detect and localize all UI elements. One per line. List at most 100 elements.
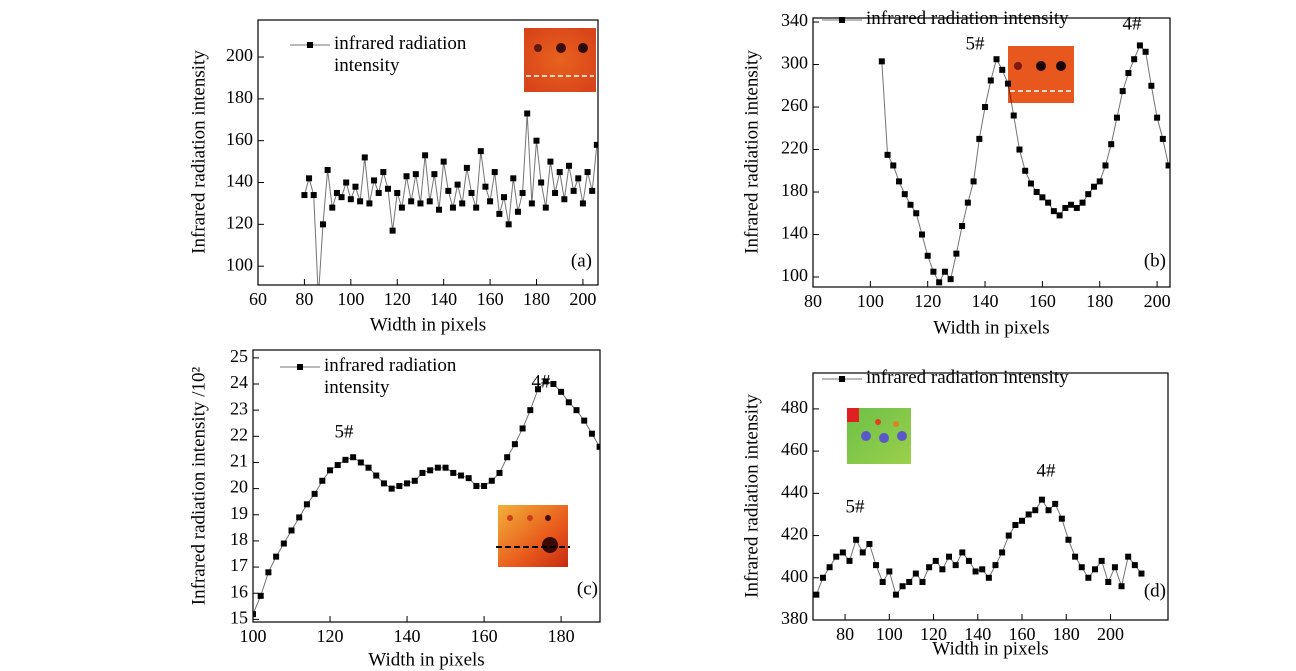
data-point xyxy=(1025,511,1032,518)
data-point xyxy=(959,223,966,230)
y-tick-label: 100 xyxy=(226,254,253,274)
data-point xyxy=(584,169,591,176)
x-tick-label: 140 xyxy=(394,626,421,646)
data-point xyxy=(970,178,977,185)
data-point xyxy=(959,549,966,556)
data-point xyxy=(853,536,860,543)
data-point xyxy=(965,557,972,564)
data-point xyxy=(533,137,540,144)
y-tick-label: 20 xyxy=(230,477,248,497)
data-point xyxy=(1010,112,1017,119)
data-point xyxy=(936,279,943,286)
plot-frame xyxy=(812,17,1171,288)
data-point xyxy=(952,562,959,569)
data-point xyxy=(343,179,350,186)
y-axis-title: Infrared radiation intensity /10² xyxy=(188,367,209,606)
data-point xyxy=(342,456,349,463)
legend: infrared radiation intensity xyxy=(334,33,466,76)
data-point xyxy=(491,169,498,176)
data-point xyxy=(878,58,885,65)
data-point xyxy=(1022,167,1029,174)
data-point xyxy=(999,66,1006,73)
plot-area xyxy=(878,42,1170,286)
y-tick-label: 17 xyxy=(230,555,248,575)
data-point xyxy=(1038,496,1045,503)
y-axis-title: Infrared radiation intensity xyxy=(741,50,762,254)
data-point xyxy=(884,151,891,158)
x-tick-label: 80 xyxy=(836,624,854,644)
data-point xyxy=(1098,557,1105,564)
data-point xyxy=(552,189,559,196)
data-point xyxy=(1118,583,1125,590)
y-tick-label: 16 xyxy=(230,581,248,601)
data-point xyxy=(265,569,272,576)
data-point xyxy=(1072,553,1079,560)
data-point xyxy=(976,135,983,142)
y-tick-label: 18 xyxy=(230,529,248,549)
data-point xyxy=(1165,162,1170,169)
data-point xyxy=(442,464,449,471)
data-point xyxy=(1027,180,1034,187)
data-point xyxy=(366,200,373,207)
data-point xyxy=(1131,56,1138,63)
data-point xyxy=(419,469,426,476)
data-point xyxy=(412,171,419,178)
panel-label: (a) xyxy=(571,250,592,271)
data-point xyxy=(1108,141,1115,148)
data-point xyxy=(930,268,937,275)
y-tick-label: 120 xyxy=(226,212,253,232)
data-point xyxy=(899,583,906,590)
x-tick-label: 120 xyxy=(914,291,941,311)
data-point xyxy=(1091,183,1098,190)
data-point xyxy=(319,477,326,484)
y-tick-label: 400 xyxy=(781,566,808,586)
data-point xyxy=(514,208,521,215)
y-tick-label: 25 xyxy=(230,346,248,366)
data-point xyxy=(596,443,600,450)
panel-label: (d) xyxy=(1144,580,1166,601)
x-tick-label: 60 xyxy=(249,289,267,309)
data-point xyxy=(519,189,526,196)
data-point xyxy=(907,201,914,208)
data-point xyxy=(1079,199,1086,206)
data-point xyxy=(565,399,572,406)
data-point xyxy=(310,192,317,199)
data-point xyxy=(408,198,415,205)
annotation: 5# xyxy=(335,421,355,442)
data-point xyxy=(488,477,495,484)
data-point xyxy=(593,141,598,148)
data-line xyxy=(303,113,598,285)
data-point xyxy=(347,196,354,203)
x-tick-label: 120 xyxy=(384,289,411,309)
x-tick-label: 120 xyxy=(317,626,344,646)
data-point xyxy=(380,480,387,487)
inset-image-a xyxy=(524,28,596,92)
data-point xyxy=(1078,564,1085,571)
data-point xyxy=(1085,574,1092,581)
x-tick-label: 120 xyxy=(920,624,947,644)
data-point xyxy=(1004,80,1011,87)
data-point xyxy=(1045,507,1052,514)
data-point xyxy=(542,378,549,385)
data-point xyxy=(375,189,382,196)
x-axis-title: Width in pixels xyxy=(370,314,486,335)
x-tick-label: 80 xyxy=(804,291,822,311)
data-point xyxy=(932,557,939,564)
data-point xyxy=(534,386,541,393)
data-point xyxy=(570,187,577,194)
x-tick-label: 100 xyxy=(857,291,884,311)
annotation: 5# xyxy=(846,496,866,517)
data-point xyxy=(1142,48,1149,55)
data-point xyxy=(982,104,989,111)
annotation: 4# xyxy=(1037,460,1057,481)
data-point xyxy=(839,549,846,556)
y-tick-label: 460 xyxy=(781,439,808,459)
data-point xyxy=(918,231,925,238)
data-point xyxy=(334,462,341,469)
data-point xyxy=(1159,135,1166,142)
data-point xyxy=(468,189,475,196)
data-point xyxy=(993,56,1000,63)
data-point xyxy=(253,611,256,618)
annotation: 4# xyxy=(1123,13,1143,34)
